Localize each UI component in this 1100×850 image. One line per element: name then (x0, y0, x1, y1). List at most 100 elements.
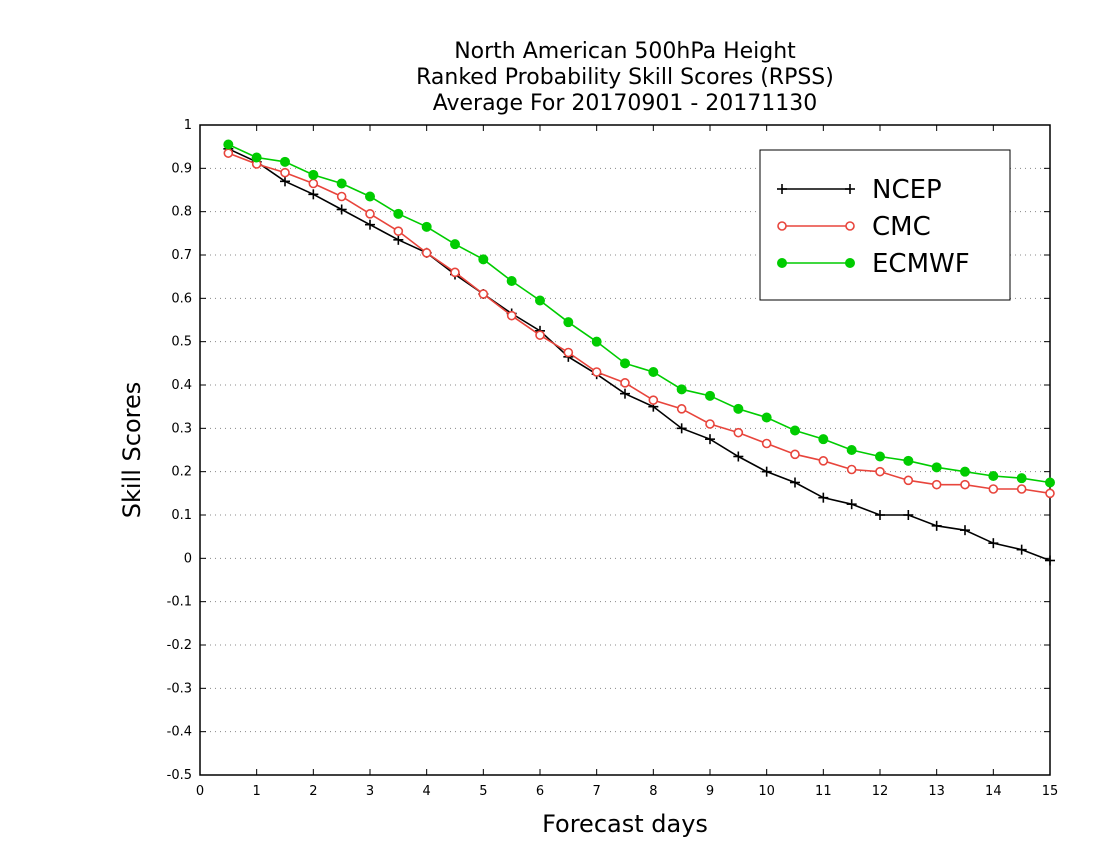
data-point-cmc (818, 456, 829, 466)
data-point-cmc (365, 209, 375, 219)
x-tick-label: 7 (593, 784, 601, 799)
data-point-ncep (846, 499, 857, 510)
y-axis-title: Skill Scores (118, 382, 146, 519)
y-tick-label: -0.3 (167, 681, 192, 696)
data-point-ncep (620, 388, 630, 399)
data-point-cmc (591, 367, 602, 377)
legend: NCEP CMC ECMWF (759, 149, 1011, 301)
data-point-ncep (705, 434, 715, 445)
data-point-ncep (676, 423, 687, 434)
data-point-ecmwf (478, 254, 489, 265)
data-point-cmc (705, 419, 715, 429)
series-cmc (223, 148, 1055, 499)
data-point-ecmwf (960, 466, 970, 477)
x-tick-label: 9 (706, 784, 714, 799)
y-tick-label: 0.2 (171, 465, 192, 480)
data-point-cmc (761, 438, 772, 449)
data-point-ecmwf (450, 239, 460, 250)
data-point-cmc (223, 148, 234, 158)
data-point-ncep (875, 510, 885, 520)
data-point-cmc (733, 427, 744, 438)
series-line-ncep (227, 148, 1051, 562)
data-point-cmc (280, 167, 290, 178)
legend-label: ECMWF (872, 249, 970, 279)
data-point-ecmwf (903, 455, 914, 466)
data-point-ecmwf (365, 191, 375, 202)
data-point-cmc (903, 475, 914, 486)
x-tick-label: 3 (366, 784, 374, 799)
chart-title-line: Ranked Probability Skill Scores (RPSS) (416, 65, 834, 90)
legend-marker (845, 258, 855, 268)
data-point-ncep (1016, 544, 1027, 555)
chart-title-line: Average For 20170901 - 20171130 (433, 91, 818, 116)
legend-marker (777, 184, 787, 194)
data-point-ncep (960, 525, 970, 536)
data-point-cmc (535, 330, 545, 340)
data-point-cmc (506, 310, 517, 321)
data-point-ecmwf (421, 221, 432, 232)
data-point-ecmwf (591, 336, 602, 347)
x-tick-label: 14 (985, 784, 1002, 799)
y-tick-label: 1 (184, 118, 192, 133)
legend-item-ecmwf: ECMWF (777, 249, 970, 279)
data-point-ecmwf (648, 367, 659, 377)
x-tick-label: 8 (649, 784, 657, 799)
data-point-cmc (931, 479, 942, 490)
data-point-ecmwf (761, 412, 772, 423)
y-tick-label: 0.9 (171, 161, 192, 176)
data-point-ncep (1045, 555, 1055, 566)
data-point-cmc (393, 226, 404, 236)
legend-box (759, 149, 1011, 301)
x-axis-title: Forecast days (542, 810, 708, 838)
x-tick-label: 0 (196, 784, 204, 799)
x-tick-label: 5 (479, 784, 487, 799)
data-point-ncep (336, 204, 347, 215)
x-tick-label: 12 (872, 784, 889, 799)
y-tick-label: -0.5 (167, 768, 192, 783)
data-point-cmc (960, 479, 970, 490)
data-point-cmc (1016, 484, 1027, 494)
x-tick-label: 4 (423, 784, 431, 799)
data-point-cmc (308, 178, 319, 189)
data-point-cmc (875, 466, 885, 477)
data-point-ncep (790, 477, 800, 488)
x-tick-label: 15 (1042, 784, 1059, 799)
data-point-ecmwf (733, 403, 744, 414)
data-point-cmc (336, 191, 347, 202)
data-point-ncep (818, 492, 829, 503)
y-tick-label: -0.2 (167, 638, 192, 653)
data-point-ecmwf (1016, 473, 1027, 484)
legend-marker (845, 184, 855, 194)
data-point-ecmwf (563, 317, 574, 328)
data-point-ncep (280, 176, 290, 187)
data-point-ecmwf (535, 295, 545, 306)
y-tick-label: 0.6 (171, 291, 192, 306)
legend-marker (777, 221, 787, 231)
data-point-cmc (1045, 488, 1055, 499)
data-point-ecmwf (308, 169, 319, 180)
plot-area (199, 124, 1051, 776)
data-point-cmc (676, 404, 687, 414)
x-tick-label: 11 (815, 784, 832, 799)
data-point-cmc (620, 378, 630, 388)
y-tick-label: 0.8 (171, 205, 192, 220)
data-point-cmc (450, 267, 460, 278)
data-point-ncep (365, 219, 375, 230)
x-tick-label: 10 (758, 784, 775, 799)
chart-title-line: North American 500hPa Height (454, 39, 796, 64)
data-point-ncep (988, 538, 999, 549)
data-point-cmc (790, 449, 800, 460)
data-point-cmc (421, 248, 432, 258)
data-point-ecmwf (846, 445, 857, 455)
grid (200, 167, 1050, 733)
data-point-ecmwf (875, 451, 885, 462)
data-point-ecmwf (818, 434, 829, 445)
data-point-cmc (846, 464, 857, 475)
x-tick-label: 1 (253, 784, 261, 799)
x-tick-label: 6 (536, 784, 544, 799)
y-tick-label: -0.4 (167, 725, 192, 740)
data-point-ecmwf (676, 384, 687, 395)
data-point-ecmwf (1045, 477, 1055, 488)
